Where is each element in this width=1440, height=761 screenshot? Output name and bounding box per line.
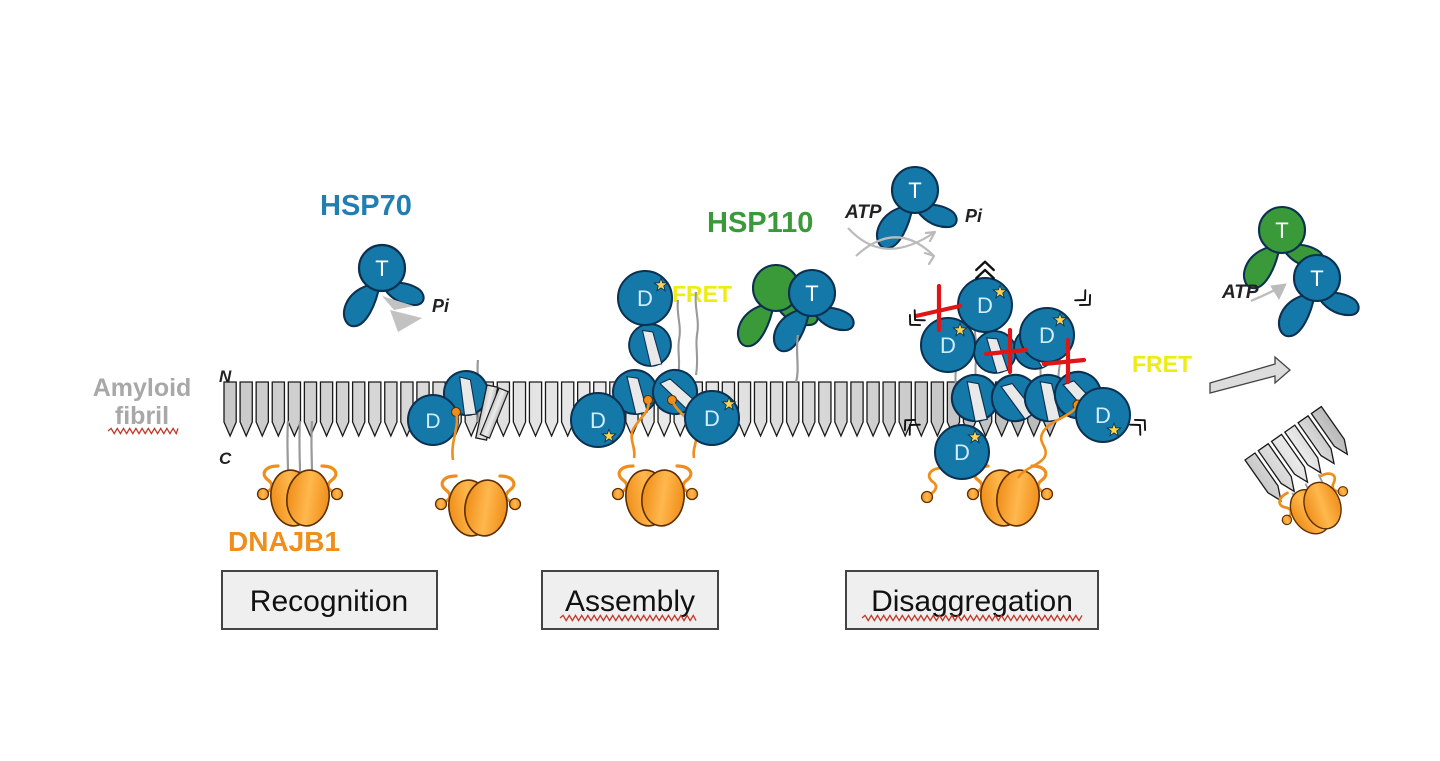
- svg-text:D: D: [1039, 323, 1055, 348]
- svg-text:Assembly: Assembly: [565, 585, 695, 618]
- svg-text:Pi: Pi: [965, 206, 983, 226]
- svg-text:Pi: Pi: [432, 296, 450, 316]
- svg-text:D: D: [954, 440, 970, 465]
- svg-text:T: T: [375, 256, 388, 281]
- svg-text:D: D: [704, 406, 720, 431]
- svg-text:HSP110: HSP110: [707, 207, 813, 239]
- svg-text:D: D: [590, 408, 606, 433]
- svg-text:T: T: [908, 178, 921, 203]
- svg-text:FRET: FRET: [1132, 351, 1192, 377]
- svg-text:D: D: [425, 410, 440, 433]
- svg-text:D: D: [637, 286, 653, 311]
- svg-text:DNAJB1: DNAJB1: [228, 526, 340, 557]
- svg-text:ATP: ATP: [844, 202, 882, 223]
- svg-text:fibril: fibril: [115, 402, 169, 430]
- svg-text:T: T: [1275, 218, 1288, 243]
- svg-text:T: T: [1310, 266, 1323, 291]
- svg-text:FRET: FRET: [672, 281, 732, 307]
- svg-text:HSP70: HSP70: [320, 190, 412, 222]
- svg-text:D: D: [977, 293, 993, 318]
- svg-text:Amyloid: Amyloid: [93, 374, 192, 402]
- svg-text:Disaggregation: Disaggregation: [871, 585, 1073, 618]
- svg-text:Recognition: Recognition: [250, 585, 408, 618]
- svg-text:D: D: [940, 333, 956, 358]
- svg-text:T: T: [805, 281, 818, 306]
- svg-text:C: C: [219, 449, 232, 468]
- svg-text:D: D: [1095, 403, 1111, 428]
